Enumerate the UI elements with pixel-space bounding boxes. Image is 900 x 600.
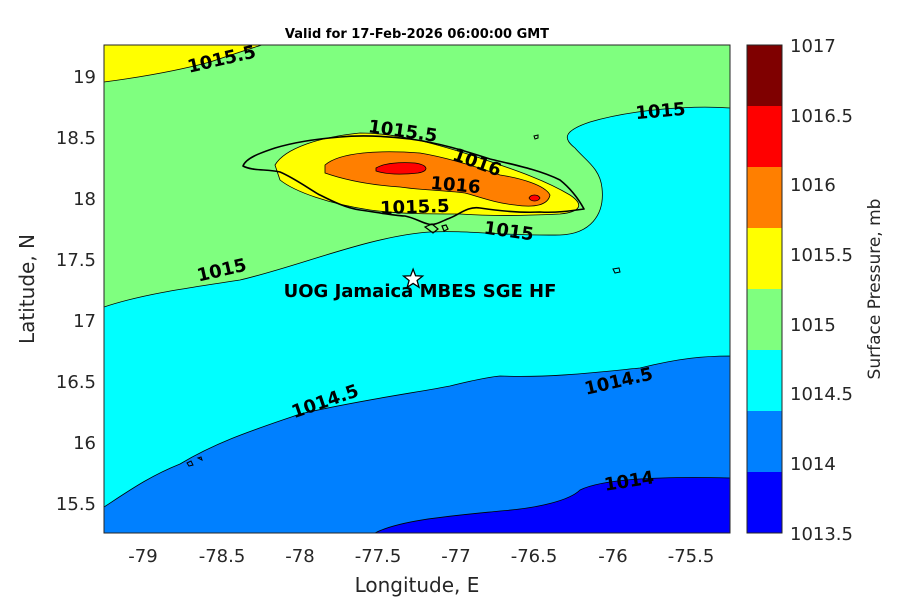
y-tick-label: 16.5 (56, 372, 96, 393)
star-icon (401, 267, 425, 289)
colorbar-tick-label: 1013.5 (790, 524, 853, 545)
fill-1014-1014.5 (104, 355, 730, 533)
x-axis: -79 -78.5 -78 -77.5 -77 -76.5 -76 -75.5 … (128, 546, 714, 597)
y-tick-label: 18 (73, 189, 96, 210)
plot-frame (103, 44, 731, 534)
contour-label: 1015 (635, 99, 687, 124)
y-axis-label: Latitude, N (15, 234, 39, 344)
x-tick-label: -78.5 (199, 546, 246, 567)
x-tick-label: -75.5 (668, 546, 715, 567)
islet (196, 456, 203, 461)
islet (533, 134, 539, 140)
colorbar-frame (746, 44, 783, 534)
x-tick-label: -76 (598, 546, 627, 567)
colorbar-band (747, 411, 782, 473)
y-tick-label: 18.5 (56, 128, 96, 149)
colorbar-tick-label: 1017 (790, 36, 836, 57)
colorbar-band (747, 289, 782, 351)
colorbar-tick-label: 1016 (790, 175, 836, 196)
x-axis-label: Longitude, E (355, 573, 480, 597)
colorbar-tick-label: 1015 (790, 315, 836, 336)
colorbar-bands (747, 45, 782, 534)
y-tick-label: 17 (73, 311, 96, 332)
cay-islet (423, 223, 439, 234)
fill-1013.5-1014 (374, 477, 730, 533)
colorbar-tick-label: 1016.5 (790, 106, 853, 127)
fill-1016.5-1017-west (375, 162, 427, 175)
x-tick-label: -78 (285, 546, 314, 567)
fill-1016.5-1017-east (528, 194, 541, 202)
colorbar-band (747, 472, 782, 534)
cay-islet (441, 224, 449, 232)
figure-title: Valid for 17-Feb-2026 06:00:00 GMT (285, 27, 549, 42)
contour-label: 1015.5 (380, 196, 450, 219)
colorbar: 1017 1016.5 1016 1015.5 1015 1014.5 1014… (746, 36, 885, 545)
y-axis: 19 18.5 18 17.5 17 16.5 16 15.5 Latitude… (15, 67, 96, 515)
pedro-cays (186, 460, 194, 467)
x-tick-label: -79 (128, 546, 157, 567)
y-tick-label: 19 (73, 67, 96, 88)
fill-1015.5-1016-northwest (104, 45, 263, 83)
colorbar-band (747, 106, 782, 168)
jamaica-coastline (242, 135, 585, 226)
colorbar-band (747, 45, 782, 107)
x-tick-label: -76.5 (511, 546, 558, 567)
map-plot-area (104, 45, 730, 533)
y-tick-label: 15.5 (56, 494, 96, 515)
colorbar-tick-label: 1014 (790, 454, 836, 475)
colorbar-tick-label: 1015.5 (790, 245, 853, 266)
colorbar-label: Surface Pressure, mb (865, 199, 885, 380)
x-tick-label: -77.5 (355, 546, 402, 567)
colorbar-tick-label: 1014.5 (790, 384, 853, 405)
site-label: UOG Jamaica MBES SGE HF (284, 281, 557, 302)
y-tick-label: 16 (73, 433, 96, 454)
morant-cays (612, 267, 621, 274)
contour-label: 1016 (430, 173, 482, 198)
y-tick-label: 17.5 (56, 250, 96, 271)
colorbar-band (747, 228, 782, 290)
colorbar-band (747, 350, 782, 412)
colorbar-band (747, 167, 782, 229)
x-tick-label: -77 (441, 546, 470, 567)
